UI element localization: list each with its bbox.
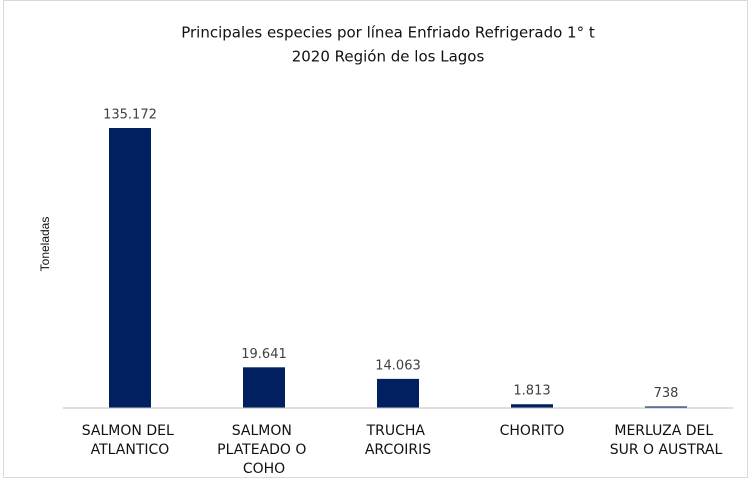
chart-title: 2020 Región de los Lagos xyxy=(292,48,485,66)
bar xyxy=(511,404,553,408)
x-tick-label: TRUCHA ARCOIRIS xyxy=(365,423,431,458)
y-axis-label: Toneladas xyxy=(38,217,52,272)
data-label: 1.813 xyxy=(513,384,550,399)
data-label: 738 xyxy=(654,386,679,401)
chart-title: Principales especies por línea Enfriado … xyxy=(181,24,595,42)
bar xyxy=(109,128,151,408)
x-tick-label: CHORITO xyxy=(500,423,565,439)
x-tick-label: MERLUZA DEL SUR O AUSTRAL xyxy=(610,423,723,458)
data-label: 19.641 xyxy=(241,347,287,362)
x-tick-label: SALMON DEL ATLANTICO xyxy=(82,423,178,458)
x-tick-label: SALMON PLATEADO O COHO xyxy=(217,423,311,477)
bar xyxy=(377,378,419,408)
data-label: 135.172 xyxy=(103,108,157,123)
bar xyxy=(243,367,285,408)
chart-frame xyxy=(3,0,748,478)
data-label: 14.063 xyxy=(375,358,421,373)
bar xyxy=(645,406,687,408)
